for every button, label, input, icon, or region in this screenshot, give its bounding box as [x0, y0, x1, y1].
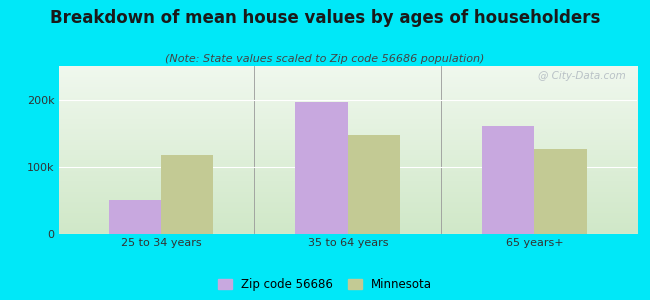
- Bar: [348, 134, 400, 234]
- Bar: [534, 149, 586, 234]
- Bar: [482, 127, 534, 234]
- Text: (Note: State values scaled to Zip code 56686 population): (Note: State values scaled to Zip code 5…: [165, 54, 485, 64]
- Bar: [161, 155, 213, 234]
- Bar: [109, 200, 161, 234]
- Text: Breakdown of mean house values by ages of householders: Breakdown of mean house values by ages o…: [50, 9, 600, 27]
- Text: @ City-Data.com: @ City-Data.com: [538, 71, 625, 81]
- Bar: [296, 102, 348, 234]
- Legend: Zip code 56686, Minnesota: Zip code 56686, Minnesota: [218, 278, 432, 291]
